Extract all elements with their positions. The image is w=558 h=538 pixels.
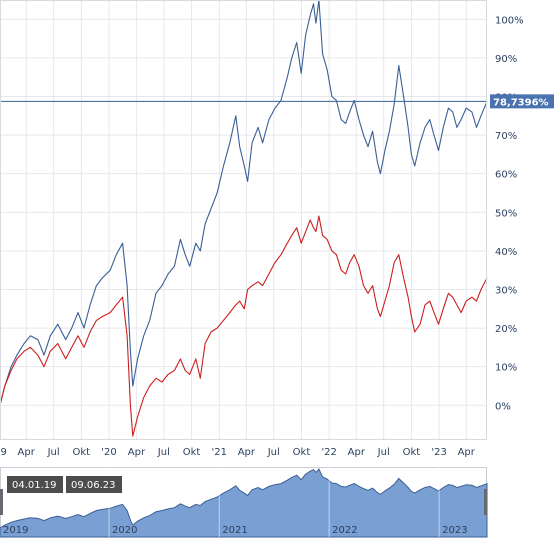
navigator-year-labels: 2019 2020 2021 2022 2023 xyxy=(3,525,468,536)
navigator-year-label: 2019 xyxy=(3,525,28,536)
x-tick-label: '20 xyxy=(101,447,116,458)
navigator-year-lines xyxy=(108,467,440,537)
navigator-start-date-bg xyxy=(7,476,63,493)
series-line-1 xyxy=(0,0,488,406)
navigator-end-date-bg xyxy=(66,476,122,493)
x-tick-label: Apr xyxy=(238,447,256,458)
x-tick-label: '19 xyxy=(0,447,7,458)
x-tick-label: '22 xyxy=(321,447,336,458)
y-tick-label: 20% xyxy=(495,324,517,335)
x-tick-label: Jul xyxy=(267,447,280,458)
series-line-2 xyxy=(0,215,488,437)
x-tick-label: Apr xyxy=(18,447,36,458)
x-tick-label: Jul xyxy=(377,447,390,458)
x-tick-label: Jul xyxy=(157,447,170,458)
navigator-start-date-label: 04.01.19 xyxy=(12,480,57,491)
x-tick-label: Jul xyxy=(47,447,60,458)
navigator-right-handle[interactable] xyxy=(484,489,487,515)
current-value-flag: 78,7396% xyxy=(490,94,554,109)
y-tick-label: 10% xyxy=(495,363,517,374)
x-tick-label: Okt xyxy=(293,447,311,458)
y-tick-label: 50% xyxy=(495,208,517,219)
y-tick-label: 60% xyxy=(495,170,517,181)
y-tick-label: 100% xyxy=(495,15,524,26)
x-tick-label: Apr xyxy=(128,447,146,458)
navigator-end-date-label: 09.06.23 xyxy=(71,480,116,491)
range-navigator[interactable]: 2019 2020 2021 2022 2023 04.01.19 09.06.23 xyxy=(0,467,488,538)
plot-border xyxy=(0,0,487,440)
navigator-year-label: 2021 xyxy=(222,525,247,536)
y-tick-label: 0% xyxy=(495,401,511,412)
grid-lines xyxy=(0,0,487,440)
x-tick-label: Apr xyxy=(458,447,476,458)
x-tick-label: Apr xyxy=(348,447,366,458)
navigator-year-label: 2023 xyxy=(442,525,467,536)
x-tick-label: '23 xyxy=(431,447,446,458)
y-tick-label: 30% xyxy=(495,285,517,296)
x-tick-label: Okt xyxy=(403,447,421,458)
y-tick-label: 40% xyxy=(495,247,517,258)
y-tick-label: 70% xyxy=(495,131,517,142)
current-value-label: 78,7396% xyxy=(493,97,549,108)
x-tick-label: '21 xyxy=(212,447,227,458)
x-tick-label: Okt xyxy=(183,447,201,458)
navigator-left-handle[interactable] xyxy=(0,489,3,515)
series-group xyxy=(0,0,488,437)
navigator-year-label: 2020 xyxy=(112,525,137,536)
navigator-year-label: 2022 xyxy=(332,525,357,536)
navigator-end-date[interactable]: 09.06.23 xyxy=(66,476,122,493)
y-tick-label: 90% xyxy=(495,54,517,65)
navigator-start-date[interactable]: 04.01.19 xyxy=(7,476,63,493)
x-tick-label: Okt xyxy=(73,447,91,458)
navigator-area xyxy=(0,468,488,538)
x-axis-ticks: '19 Apr Jul Okt '20 Apr Jul Okt '21 Apr Jul Okt '22 A… xyxy=(0,447,476,458)
current-value-flag-bg xyxy=(490,94,554,109)
